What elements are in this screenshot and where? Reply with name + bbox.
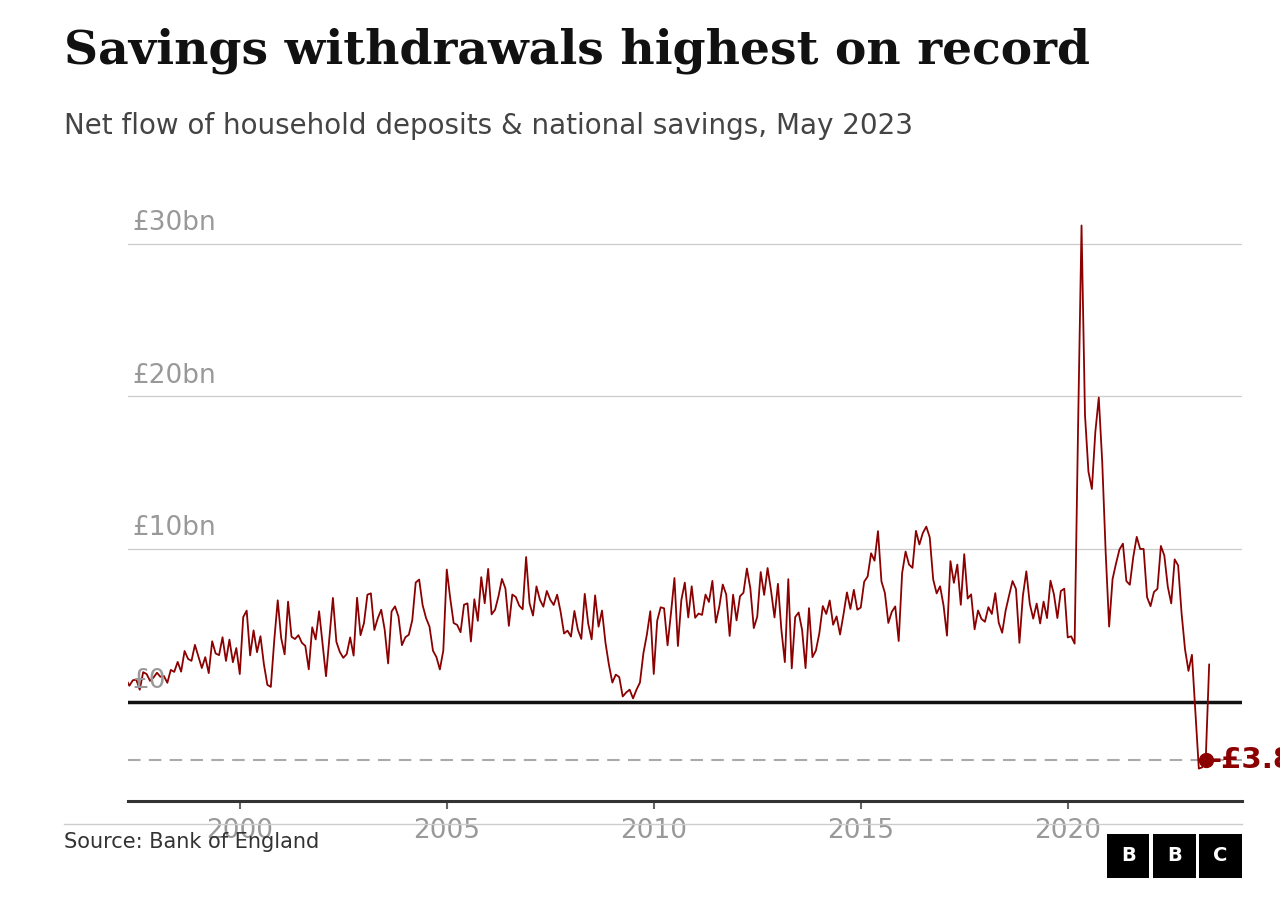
Text: -£3.8bn: -£3.8bn: [1210, 746, 1280, 774]
Text: £10bn: £10bn: [132, 516, 216, 542]
Text: B: B: [1167, 846, 1181, 866]
Text: £20bn: £20bn: [132, 363, 216, 389]
Text: B: B: [1121, 846, 1135, 866]
Text: Source: Bank of England: Source: Bank of England: [64, 832, 319, 852]
Text: £0: £0: [132, 668, 165, 694]
Text: C: C: [1213, 846, 1228, 866]
Text: Savings withdrawals highest on record: Savings withdrawals highest on record: [64, 27, 1091, 74]
Text: £30bn: £30bn: [132, 211, 216, 236]
Text: Net flow of household deposits & national savings, May 2023: Net flow of household deposits & nationa…: [64, 112, 913, 140]
